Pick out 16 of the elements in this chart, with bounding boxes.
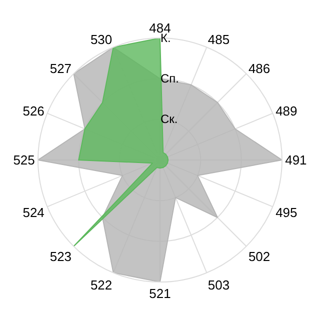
spoke-label: 530 [90,32,112,47]
spoke-label: 502 [248,248,270,264]
y-tick-label: Ск. [160,112,178,126]
spoke-label: 524 [22,205,44,220]
spoke-label: 525 [13,152,35,168]
spoke-label: 522 [90,277,112,292]
spoke-label: 486 [248,60,270,76]
spoke-label: 527 [50,60,72,76]
spoke-label: 489 [276,103,298,118]
spoke-label: 495 [276,205,298,220]
spoke-label: 521 [149,286,171,302]
spoke-label: 485 [208,32,230,47]
spoke-label: 503 [208,277,230,292]
spoke-label: 523 [50,248,72,264]
spoke-label: 526 [22,103,44,118]
spoke-label: 491 [285,152,307,168]
